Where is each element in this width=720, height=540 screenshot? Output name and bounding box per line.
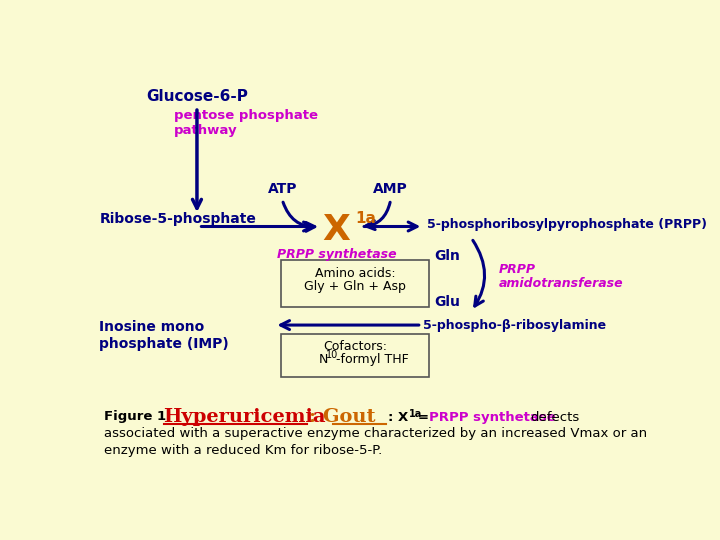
Text: ATP: ATP xyxy=(267,182,297,196)
Text: pentose phosphate
pathway: pentose phosphate pathway xyxy=(174,110,318,138)
Text: amidotransferase: amidotransferase xyxy=(499,276,624,289)
Text: Ribose-5-phosphate: Ribose-5-phosphate xyxy=(99,212,256,226)
Text: 5-phosphoribosylpyrophosphate (PRPP): 5-phosphoribosylpyrophosphate (PRPP) xyxy=(427,218,707,231)
Text: Figure 1.: Figure 1. xyxy=(104,410,171,423)
FancyBboxPatch shape xyxy=(281,260,429,307)
Text: PRPP synthetase: PRPP synthetase xyxy=(276,248,396,261)
Text: enzyme with a reduced Km for ribose-5-P.: enzyme with a reduced Km for ribose-5-P. xyxy=(104,444,382,457)
Text: AMP: AMP xyxy=(374,182,408,196)
Text: : Gout: : Gout xyxy=(309,408,375,426)
Text: Amino acids:: Amino acids: xyxy=(315,267,395,280)
Text: 10: 10 xyxy=(326,350,338,361)
Text: Cofactors:: Cofactors: xyxy=(323,340,387,354)
Text: Inosine mono
phosphate (IMP): Inosine mono phosphate (IMP) xyxy=(99,320,229,350)
Text: Gln: Gln xyxy=(435,249,461,263)
Text: Gly + Gln + Asp: Gly + Gln + Asp xyxy=(304,280,406,293)
Text: Hyperuricemia: Hyperuricemia xyxy=(163,408,326,426)
Text: =: = xyxy=(418,410,429,423)
FancyBboxPatch shape xyxy=(281,334,429,377)
Text: X: X xyxy=(323,213,351,247)
Text: -formyl THF: -formyl THF xyxy=(336,353,409,366)
Text: : X: : X xyxy=(387,410,408,423)
Text: PRPP: PRPP xyxy=(499,264,536,276)
Text: 1a: 1a xyxy=(355,211,376,226)
Text: Glucose-6-P: Glucose-6-P xyxy=(145,90,248,104)
Text: 1a: 1a xyxy=(408,409,422,419)
Text: Glu: Glu xyxy=(435,295,461,309)
Text: PRPP synthetase: PRPP synthetase xyxy=(429,410,557,423)
Text: 5-phospho-β-ribosylamine: 5-phospho-β-ribosylamine xyxy=(423,319,606,332)
Text: defects: defects xyxy=(530,410,580,423)
Text: associated with a superactive enzyme characterized by an increased Vmax or an: associated with a superactive enzyme cha… xyxy=(104,427,647,440)
Text: N: N xyxy=(319,353,328,366)
